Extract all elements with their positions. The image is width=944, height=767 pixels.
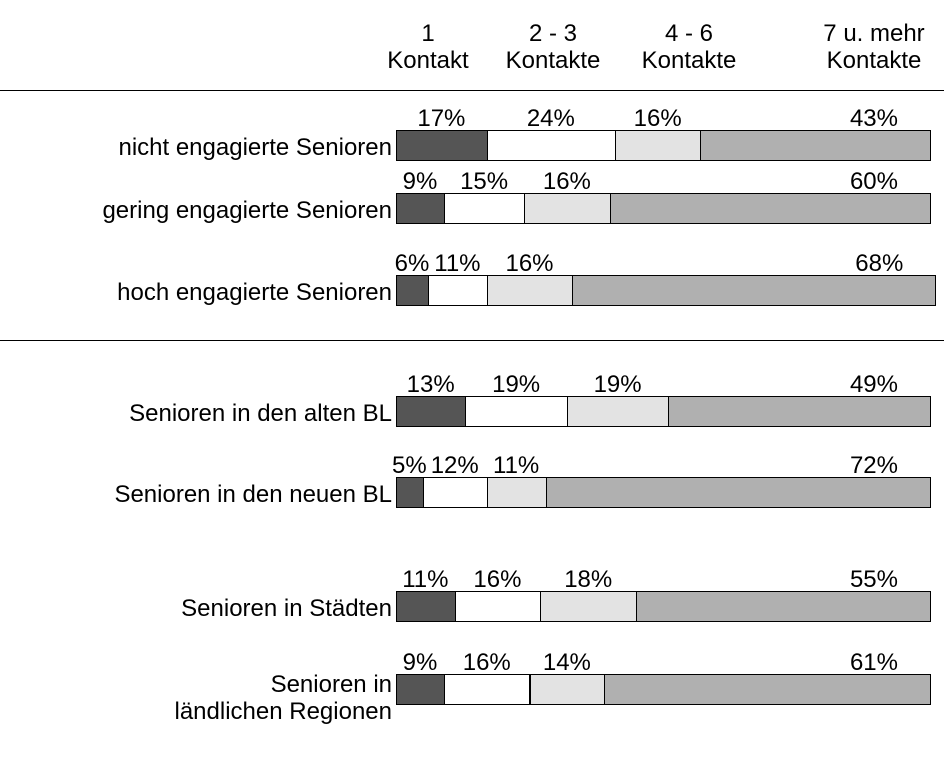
value-label: 68% <box>855 250 904 277</box>
value-label: 55% <box>849 566 898 593</box>
value-label: 19% <box>492 371 541 398</box>
value-label: 19% <box>593 371 642 398</box>
bar-segment <box>700 130 931 161</box>
bar-segment <box>396 591 456 622</box>
bar-segment <box>428 275 488 306</box>
bar-segment <box>454 591 542 622</box>
bar-segment <box>396 130 488 161</box>
bar-segment <box>614 130 702 161</box>
value-label: 16% <box>542 168 591 195</box>
legend-label: 2 - 3 Kontakte <box>505 20 601 74</box>
bar-segment <box>396 674 446 705</box>
value-label: 18% <box>564 566 613 593</box>
legend-label: 1 Kontakt <box>387 20 469 74</box>
bar-segment <box>566 396 670 427</box>
value-label: 49% <box>849 371 898 398</box>
value-label: 5% <box>392 452 427 479</box>
value-label: 17% <box>417 105 466 132</box>
bar-segment <box>529 674 606 705</box>
separator <box>0 340 944 341</box>
bar-segment <box>486 477 547 508</box>
category-label: hoch engagierte Senioren <box>117 279 392 306</box>
category-label: nicht engagierte Senioren <box>118 134 392 161</box>
value-label: 16% <box>633 105 682 132</box>
category-label: Senioren in Städten <box>181 595 392 622</box>
value-label: 6% <box>394 250 430 277</box>
bar-segment <box>396 477 424 508</box>
bar-segment <box>465 396 568 427</box>
bar-segment <box>396 193 446 224</box>
bar-segment <box>609 193 931 224</box>
legend-label: 4 - 6 Kontakte <box>641 20 737 74</box>
bar-segment <box>396 275 430 306</box>
bar-segment <box>545 477 931 508</box>
bar-segment <box>524 193 611 224</box>
value-label: 11% <box>402 566 449 593</box>
value-label: 16% <box>473 566 522 593</box>
bar-segment <box>486 275 574 306</box>
bar-segment <box>572 275 937 306</box>
value-label: 11% <box>434 250 481 277</box>
bar-segment <box>540 591 638 622</box>
value-label: 61% <box>849 649 898 676</box>
value-label: 16% <box>462 649 511 676</box>
category-label: Senioren in den alten BL <box>129 400 392 427</box>
value-label: 13% <box>406 371 455 398</box>
value-label: 43% <box>849 105 898 132</box>
value-label: 15% <box>460 168 509 195</box>
bar-segment <box>444 193 526 224</box>
value-label: 9% <box>402 168 438 195</box>
value-label: 60% <box>849 168 898 195</box>
value-label: 14% <box>542 649 591 676</box>
category-label: Senioren in ländlichen Regionen <box>174 670 393 725</box>
value-label: 16% <box>505 250 554 277</box>
value-label: 24% <box>526 105 575 132</box>
bar-segment <box>668 396 931 427</box>
category-label: gering engagierte Senioren <box>102 197 392 224</box>
bar-segment <box>636 591 931 622</box>
value-label: 11% <box>493 452 540 479</box>
bar-segment <box>486 130 616 161</box>
bar-segment <box>604 674 931 705</box>
value-label: 9% <box>402 649 438 676</box>
bar-segment <box>444 674 531 705</box>
category-label: Senioren in den neuen BL <box>114 481 392 508</box>
bar-segment <box>422 477 488 508</box>
bar-segment <box>396 396 467 427</box>
value-label: 72% <box>849 452 898 479</box>
value-label: 12% <box>430 452 479 479</box>
legend-label: 7 u. mehr Kontakte <box>823 20 925 74</box>
separator <box>0 90 944 91</box>
